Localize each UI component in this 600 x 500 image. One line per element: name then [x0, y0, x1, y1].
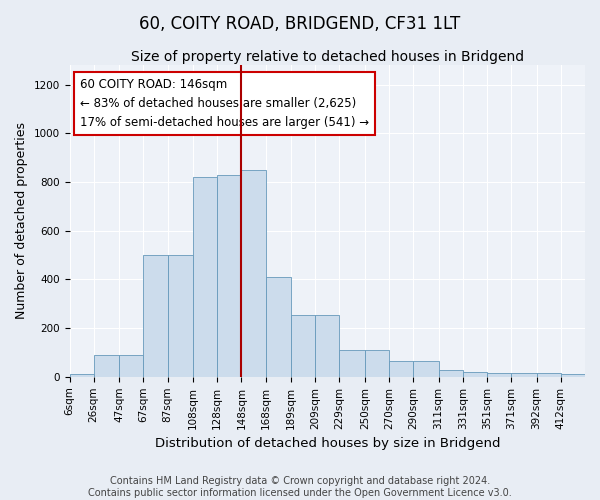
Bar — [70, 374, 94, 377]
Bar — [291, 314, 315, 377]
Bar — [413, 361, 439, 377]
Bar — [241, 170, 266, 377]
Bar — [561, 374, 585, 377]
Bar — [94, 355, 119, 377]
Bar — [193, 177, 217, 377]
Bar — [365, 350, 389, 377]
Bar — [340, 350, 365, 377]
Bar — [315, 314, 340, 377]
Bar — [389, 361, 413, 377]
Bar — [463, 372, 487, 377]
Bar — [143, 255, 167, 377]
Text: Contains HM Land Registry data © Crown copyright and database right 2024.
Contai: Contains HM Land Registry data © Crown c… — [88, 476, 512, 498]
Bar — [119, 355, 143, 377]
Y-axis label: Number of detached properties: Number of detached properties — [15, 122, 28, 320]
Bar — [439, 370, 463, 377]
X-axis label: Distribution of detached houses by size in Bridgend: Distribution of detached houses by size … — [155, 437, 500, 450]
Bar — [217, 174, 241, 377]
Bar — [167, 255, 193, 377]
Text: 60, COITY ROAD, BRIDGEND, CF31 1LT: 60, COITY ROAD, BRIDGEND, CF31 1LT — [139, 15, 461, 33]
Bar — [536, 373, 561, 377]
Bar — [487, 373, 511, 377]
Bar — [266, 277, 291, 377]
Text: 60 COITY ROAD: 146sqm
← 83% of detached houses are smaller (2,625)
17% of semi-d: 60 COITY ROAD: 146sqm ← 83% of detached … — [80, 78, 369, 128]
Bar — [511, 373, 536, 377]
Title: Size of property relative to detached houses in Bridgend: Size of property relative to detached ho… — [131, 50, 524, 64]
